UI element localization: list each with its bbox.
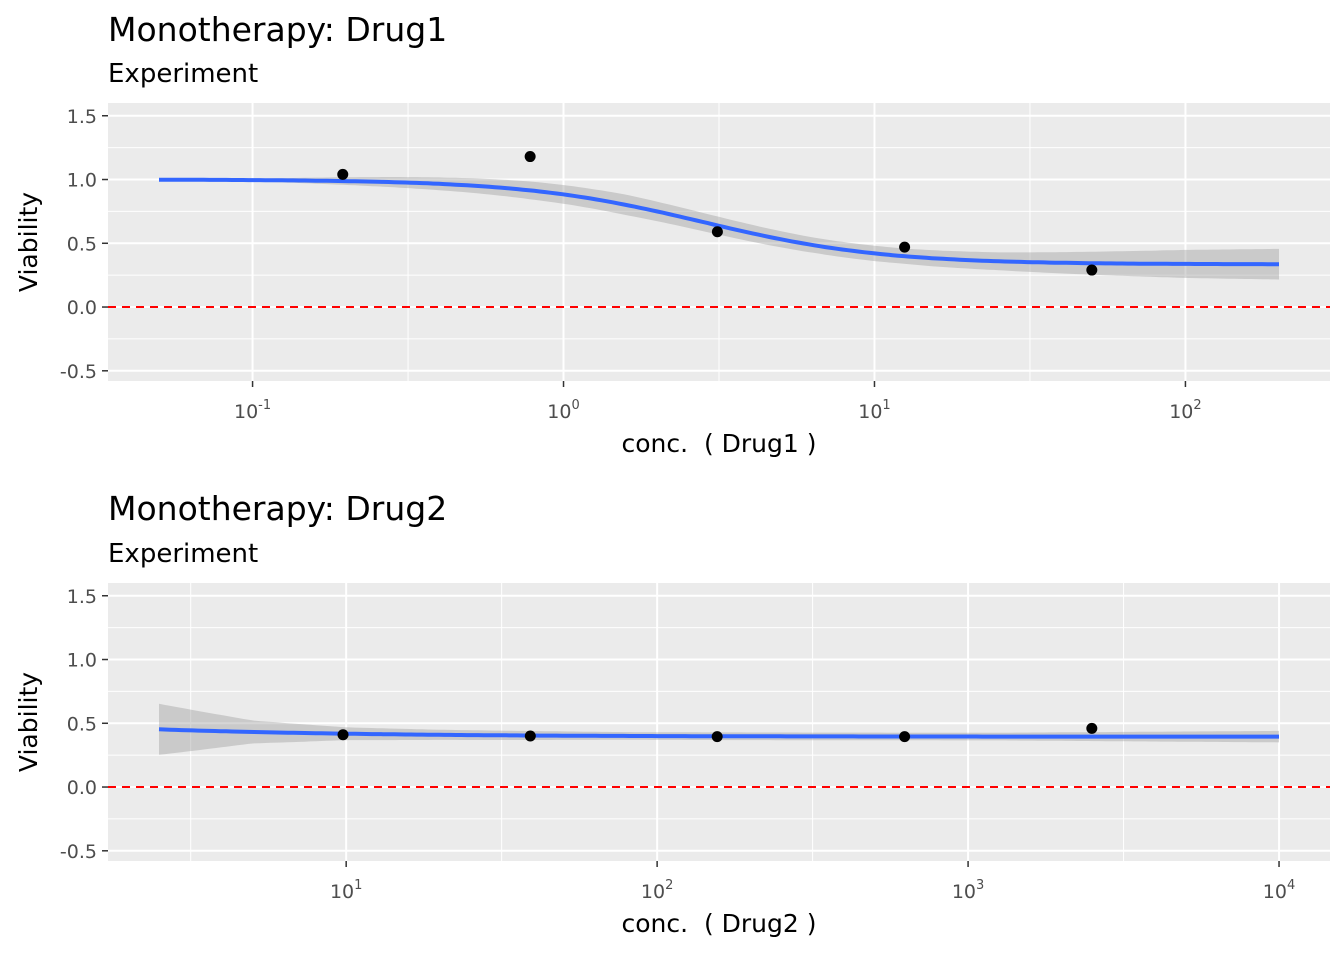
y-tick-label: 0.0: [67, 297, 97, 319]
plot-background: [108, 583, 1330, 861]
y-ticks: 1.5 1.0 0.5 0.0 -0.5: [60, 106, 108, 383]
data-points: [337, 722, 1098, 743]
y-tick-label: 1.5: [67, 106, 97, 128]
y-axis-title: Viability: [14, 192, 43, 292]
data-point: [524, 151, 536, 163]
data-point: [337, 729, 349, 741]
confidence-band-area: [159, 703, 1279, 755]
y-axis-title: Viability: [14, 672, 43, 772]
data-point: [899, 241, 911, 253]
gridlines: [108, 583, 1330, 861]
x-ticks: 10-1 100 101 102: [234, 381, 1202, 423]
chart-subtitle: Experiment: [108, 59, 258, 89]
y-tick-label: 1.5: [67, 586, 97, 608]
confidence-band: [159, 703, 1279, 755]
x-tick-label: 102: [641, 878, 673, 903]
y-tick-label: 0.5: [67, 713, 97, 735]
data-point: [711, 226, 723, 238]
x-tick-label: 101: [858, 398, 890, 423]
chart-title: Monotherapy: Drug1: [108, 10, 447, 49]
y-tick-label: 1.0: [67, 650, 97, 672]
x-tick-label: 102: [1169, 398, 1201, 423]
data-point: [1086, 722, 1098, 734]
y-tick-label: -0.5: [60, 361, 97, 383]
x-tick-label: 10-1: [234, 398, 271, 423]
panel-drug2: Monotherapy: Drug2 Experiment 1.5 1.0 0.5 0…: [14, 489, 1330, 938]
x-tick-label: 101: [330, 878, 362, 903]
data-points: [337, 151, 1098, 276]
data-point: [711, 731, 723, 743]
x-tick-label: 104: [1263, 878, 1295, 903]
x-axis-title: conc. ( Drug1 ): [621, 429, 816, 458]
fit-line: [159, 177, 1279, 267]
data-point: [524, 730, 536, 742]
data-point: [899, 731, 911, 743]
x-axis-title: conc. ( Drug2 ): [621, 909, 816, 938]
chart-subtitle: Experiment: [108, 539, 258, 569]
chart-title: Monotherapy: Drug2: [108, 489, 447, 528]
panel-drug1: Monotherapy: Drug1 Experiment 1.5 1.0 0.5 0…: [14, 10, 1330, 458]
y-tick-label: 0.5: [67, 233, 97, 255]
x-tick-label: 103: [952, 878, 984, 903]
y-tick-label: -0.5: [60, 841, 97, 863]
x-tick-label: 100: [547, 398, 579, 423]
data-point: [1086, 264, 1098, 276]
data-point: [337, 168, 349, 180]
y-tick-label: 0.0: [67, 777, 97, 799]
y-ticks: 1.5 1.0 0.5 0.0 -0.5: [60, 586, 108, 863]
fit-curve: [159, 177, 1279, 267]
y-tick-label: 1.0: [67, 170, 97, 192]
x-ticks: 101 102 103 104: [330, 861, 1295, 903]
